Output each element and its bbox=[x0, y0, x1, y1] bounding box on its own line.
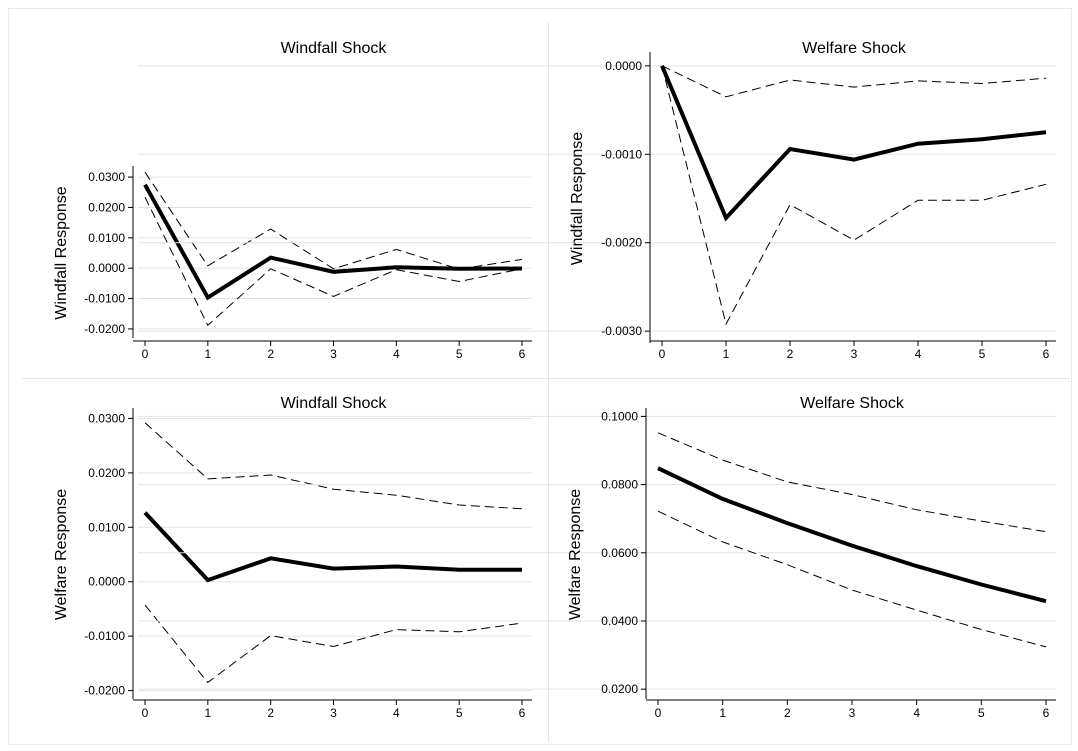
panel-3-title: Windfall Shock bbox=[281, 395, 388, 412]
panel-4-y-tick-label: 0.0400 bbox=[601, 614, 638, 628]
panel-2-x-tick-label: 1 bbox=[723, 347, 730, 361]
panel-2-lower-bound-line bbox=[661, 65, 1047, 326]
panel-3-x-tick-label: 2 bbox=[267, 706, 274, 720]
figure-border bbox=[8, 8, 1072, 745]
panel-3-x-tick-label: 5 bbox=[456, 706, 463, 720]
panel-4-y-tick-label: 0.0200 bbox=[601, 682, 638, 696]
panel-1-y-tick-label: 0.0000 bbox=[88, 261, 125, 275]
panel-4-y-tick-label: 0.1000 bbox=[601, 409, 638, 423]
panel-4-estimate-line bbox=[657, 466, 1047, 604]
panel-4-y-label: Welfare Response bbox=[567, 489, 584, 620]
panel-3-x-tick-label: 4 bbox=[393, 706, 400, 720]
panel-3-y-label: Welfare Response bbox=[53, 489, 70, 620]
panel-4-lower-bound-line bbox=[657, 510, 1047, 648]
panel-2-y-label: Windfall Response bbox=[569, 132, 586, 266]
panel-2-x-tick-label: 6 bbox=[1043, 347, 1050, 361]
panel-2-y-tick-label: -0.0010 bbox=[601, 147, 642, 161]
panel-4-y-tick-label: 0.0800 bbox=[601, 478, 638, 492]
panel-4-x-tick-label: 1 bbox=[719, 706, 726, 720]
panel-3-x-tick-label: 1 bbox=[204, 706, 211, 720]
panel-2-y-tick-label: 0.0000 bbox=[605, 59, 642, 73]
panel-3-estimate-line bbox=[143, 511, 522, 583]
panel-2-x-tick-label: 4 bbox=[915, 347, 922, 361]
panel-3-x-tick-label: 3 bbox=[330, 706, 337, 720]
panel-2-y-tick-label: -0.0030 bbox=[601, 324, 642, 338]
panel-3-lower-bound-line bbox=[144, 604, 523, 684]
panel-3-y-tick-label: 0.0100 bbox=[88, 520, 125, 534]
panel-3-y-tick-label: 0.0000 bbox=[88, 575, 125, 589]
panel-1-estimate-line bbox=[143, 183, 523, 301]
panel-4-x-tick-label: 2 bbox=[784, 706, 791, 720]
panel-2-title: Welfare Shock bbox=[802, 40, 907, 57]
panel-3-x-tick-label: 0 bbox=[142, 706, 149, 720]
panel-1-upper-bound-line bbox=[144, 171, 523, 270]
panel-1-title: Windfall Shock bbox=[281, 40, 388, 57]
panel-2-upper-bound-line bbox=[661, 65, 1047, 98]
panel-3-y-tick-label: -0.0200 bbox=[84, 684, 125, 698]
panel-1-lower-bound-line bbox=[144, 196, 523, 327]
panel-4-x-tick-label: 5 bbox=[978, 706, 985, 720]
panel-3-x-tick-label: 6 bbox=[519, 706, 526, 720]
panel-divider-vertical bbox=[548, 22, 549, 742]
panel-3-upper-bound-line bbox=[144, 422, 523, 510]
panel-3-y-tick-label: 0.0300 bbox=[88, 411, 125, 425]
panel-1-x-tick-label: 0 bbox=[142, 347, 149, 361]
panel-1-y-tick-label: 0.0100 bbox=[88, 231, 125, 245]
panel-4-x-tick-label: 6 bbox=[1043, 706, 1050, 720]
panel-4-upper-bound-line bbox=[657, 432, 1047, 533]
panel-2-x-tick-label: 3 bbox=[851, 347, 858, 361]
panel-1-x-tick-label: 4 bbox=[393, 347, 400, 361]
panel-4-x-tick-label: 0 bbox=[655, 706, 662, 720]
panel-3-y-tick-label: 0.0200 bbox=[88, 466, 125, 480]
panel-1-y-tick-label: 0.0200 bbox=[88, 200, 125, 214]
panel-2-estimate-line bbox=[660, 65, 1047, 222]
panel-1-x-tick-label: 1 bbox=[204, 347, 211, 361]
panel-2-y-tick-label: -0.0020 bbox=[601, 236, 642, 250]
panel-4-x-tick-label: 4 bbox=[913, 706, 920, 720]
panel-4-x-tick-label: 3 bbox=[849, 706, 856, 720]
panel-2-x-tick-label: 2 bbox=[787, 347, 794, 361]
panel-2-x-tick-label: 5 bbox=[979, 347, 986, 361]
panel-1-x-tick-label: 2 bbox=[267, 347, 274, 361]
panel-1-x-tick-label: 3 bbox=[330, 347, 337, 361]
panel-1-x-tick-label: 5 bbox=[456, 347, 463, 361]
panel-1-y-tick-label: -0.0100 bbox=[84, 292, 125, 306]
panel-4-title: Welfare Shock bbox=[800, 395, 905, 412]
panel-1-y-tick-label: -0.0200 bbox=[84, 322, 125, 336]
panel-divider-horizontal bbox=[22, 378, 1070, 379]
panel-3-y-tick-label: -0.0100 bbox=[84, 629, 125, 643]
panel-2-x-tick-label: 0 bbox=[659, 347, 666, 361]
panel-4-y-tick-label: 0.0600 bbox=[601, 546, 638, 560]
panel-1-y-tick-label: 0.0300 bbox=[88, 170, 125, 184]
panel-1-y-label: Windfall Response bbox=[53, 186, 70, 320]
panel-1-x-tick-label: 6 bbox=[519, 347, 526, 361]
